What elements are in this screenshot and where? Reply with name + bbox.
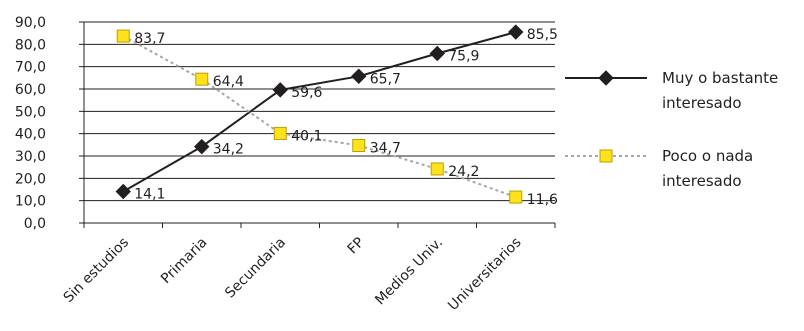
x-axis-category-labels: Sin estudios Primaria Secundaria FP Medios U… <box>61 235 525 314</box>
data-label: 85,5 <box>527 27 558 43</box>
legend-label-line: interesado <box>662 172 742 190</box>
diamond-marker <box>508 24 524 40</box>
data-label: 40,1 <box>291 128 322 144</box>
series-line-1 <box>122 31 517 193</box>
data-label: 65,7 <box>370 71 401 87</box>
data-label: 11,6 <box>527 192 558 208</box>
y-tick-label: 0,0 <box>24 216 46 232</box>
y-tick-label: 90,0 <box>15 15 46 31</box>
axes <box>79 21 556 228</box>
y-tick-label: 50,0 <box>15 104 46 120</box>
y-tick-label: 40,0 <box>15 127 46 143</box>
data-label: 83,7 <box>134 31 165 47</box>
diamond-marker <box>115 183 131 200</box>
y-tick-label: 60,0 <box>15 82 46 98</box>
square-marker <box>430 162 444 176</box>
y-axis-tick-labels: 0,0 10,0 20,0 30,0 40,0 50,0 60,0 70,0 80,0 90,0 <box>15 15 46 232</box>
x-category-label: FP <box>345 235 368 258</box>
data-label: 64,4 <box>213 74 244 90</box>
square-marker <box>273 126 287 140</box>
legend-label-line: Muy o bastante <box>662 69 778 87</box>
diamond-marker <box>272 82 288 98</box>
series-line-2 <box>122 35 517 199</box>
data-label: 75,9 <box>448 48 479 64</box>
x-category-label: Universitarios <box>445 235 524 314</box>
x-category-label: Secundaria <box>222 235 289 302</box>
legend-square-marker <box>599 149 613 163</box>
x-category-label: Medios Univ. <box>372 235 446 309</box>
y-tick-label: 20,0 <box>15 171 46 187</box>
x-category-label: Sin estudios <box>61 235 132 306</box>
data-label: 24,2 <box>448 164 479 180</box>
diamond-marker <box>429 45 445 62</box>
legend-entry-label: Poco o nada interesado <box>662 147 753 190</box>
data-label: 34,2 <box>213 142 244 158</box>
gridlines <box>84 21 555 202</box>
x-category-label: Primaria <box>158 235 211 288</box>
legend-diamond-marker <box>598 70 614 86</box>
data-labels: 14,1 34,2 59,6 65,7 75,9 85,5 83,7 64,4 40,1 34,7… <box>134 27 558 208</box>
data-label: 59,6 <box>291 85 322 101</box>
data-label: 34,7 <box>370 141 401 157</box>
square-marker <box>352 139 366 153</box>
square-marker <box>195 72 209 86</box>
legend-entry-label: Muy o bastante interesado <box>662 69 778 112</box>
diamond-marker <box>351 68 367 84</box>
legend-label-line: Poco o nada <box>662 147 753 165</box>
legend-label-line: interesado <box>662 94 742 112</box>
y-tick-label: 30,0 <box>15 149 46 165</box>
series-layer <box>115 24 524 204</box>
square-marker <box>116 29 130 43</box>
data-label: 14,1 <box>134 187 165 203</box>
legend: Muy o bastante interesado Poco o nada inter… <box>565 69 778 190</box>
square-marker <box>509 190 523 204</box>
diamond-marker <box>194 138 210 155</box>
y-tick-label: 80,0 <box>15 37 46 53</box>
y-tick-label: 70,0 <box>15 60 46 76</box>
y-tick-label: 10,0 <box>15 194 46 210</box>
